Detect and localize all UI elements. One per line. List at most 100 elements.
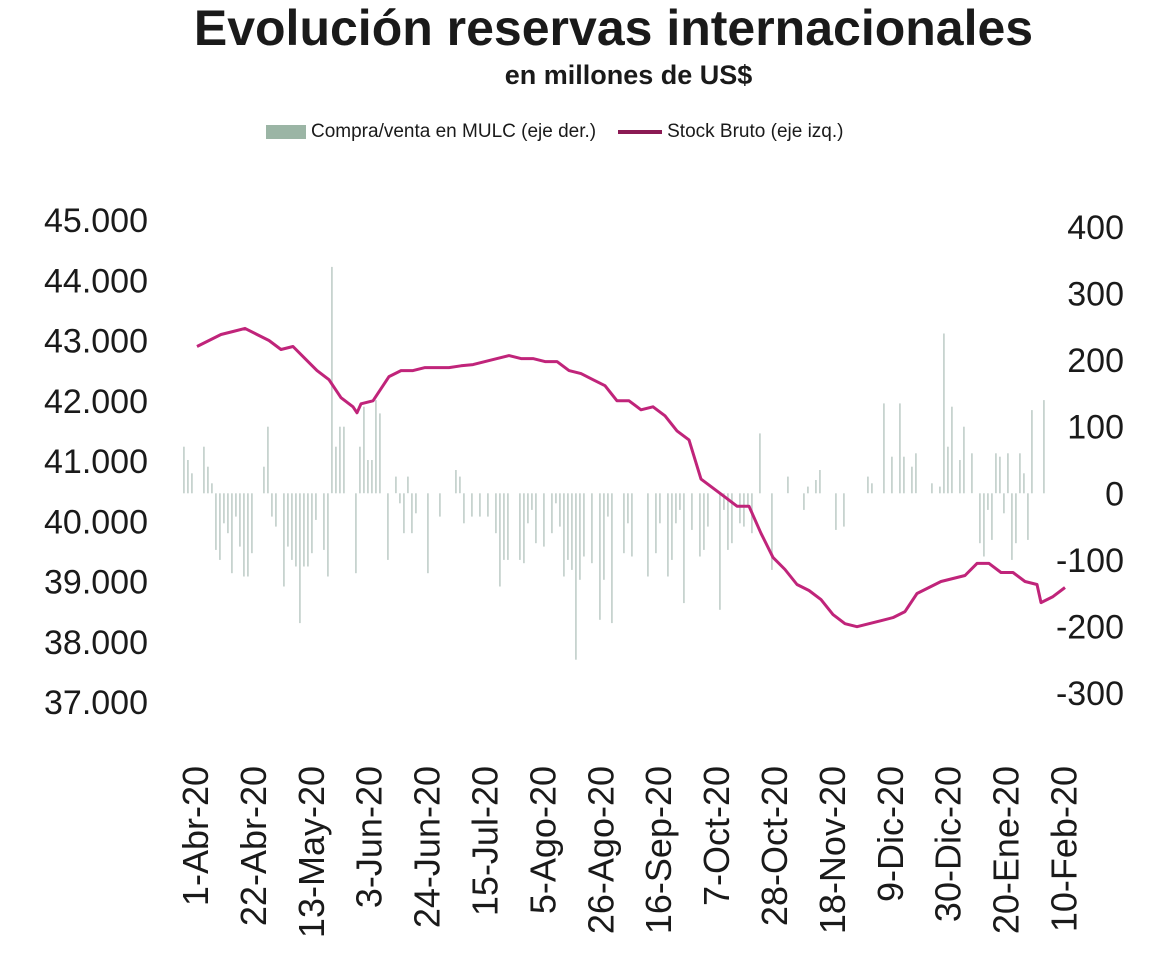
bar — [983, 493, 985, 557]
legend-line-label: Stock Bruto (eje izq.) — [667, 121, 844, 142]
bar — [215, 493, 217, 550]
bar — [987, 493, 989, 510]
left-axis: 37.000 38.000 39.000 40.000 41.000 42.000 43.0… — [44, 202, 148, 722]
bar — [367, 460, 369, 494]
bar — [835, 493, 837, 530]
bar — [379, 413, 381, 494]
bar — [363, 406, 365, 494]
bar — [335, 446, 337, 494]
bar — [623, 493, 625, 554]
bar — [315, 493, 317, 520]
chart-subtitle: en millones de US$ — [504, 60, 753, 90]
left-tick-label: 45.000 — [44, 202, 148, 240]
x-tick-label: 24-Jun-20 — [407, 766, 448, 928]
bar — [487, 493, 489, 517]
bar — [771, 493, 773, 570]
bar — [1027, 493, 1029, 540]
bar — [803, 493, 805, 510]
bar — [947, 446, 949, 494]
bar — [543, 493, 545, 547]
bar — [807, 486, 809, 494]
bar — [355, 493, 357, 574]
x-tick-label: 15-Jul-20 — [465, 766, 506, 916]
bar — [915, 453, 917, 494]
bar — [607, 493, 609, 517]
bar — [531, 493, 533, 510]
bar — [727, 493, 729, 550]
right-tick-label: 400 — [1067, 209, 1124, 247]
bar — [719, 493, 721, 610]
bar — [1043, 400, 1045, 494]
bar — [723, 493, 725, 510]
bar — [495, 493, 497, 534]
right-tick-label: 300 — [1067, 276, 1124, 314]
left-tick-label: 39.000 — [44, 564, 148, 602]
left-tick-label: 43.000 — [44, 323, 148, 361]
stock-bruto-line — [196, 326, 1066, 629]
bar — [307, 493, 309, 567]
bar — [1011, 493, 1013, 560]
x-tick-label: 9-Dic-20 — [870, 766, 911, 902]
bar — [415, 493, 417, 514]
bar — [427, 493, 429, 574]
bar — [659, 493, 661, 524]
bar — [995, 453, 997, 494]
bar — [963, 426, 965, 494]
bar — [899, 403, 901, 494]
bar — [311, 493, 313, 554]
bar — [627, 493, 629, 524]
bar — [1023, 473, 1025, 494]
bar — [343, 426, 345, 494]
bar — [559, 493, 561, 527]
line-series-group — [196, 326, 1066, 629]
bar — [903, 456, 905, 494]
x-tick-label: 18-Nov-20 — [812, 766, 853, 934]
bar — [971, 453, 973, 494]
bar — [579, 493, 581, 580]
x-axis: 1-Abr-20 22-Abr-20 13-May-20 3-Jun-20 24-Jun… — [175, 766, 1085, 938]
bar — [331, 266, 333, 494]
bar — [931, 483, 933, 494]
chart-title: Evolución reservas internacionales — [193, 0, 1034, 56]
bar — [211, 483, 213, 494]
bar — [1007, 453, 1009, 494]
bar — [183, 446, 185, 494]
left-tick-label: 41.000 — [44, 443, 148, 481]
legend-line-swatch — [618, 130, 663, 134]
bar — [871, 483, 873, 494]
left-tick-label: 38.000 — [44, 624, 148, 662]
x-tick-label: 30-Dic-20 — [928, 766, 969, 922]
bar — [499, 493, 501, 587]
bar — [759, 433, 761, 494]
x-tick-label: 5-Ago-20 — [522, 766, 563, 914]
x-tick-label: 26-Ago-20 — [580, 766, 621, 934]
bar — [263, 466, 265, 494]
bar — [191, 473, 193, 494]
bar — [535, 493, 537, 544]
bar — [283, 493, 285, 587]
right-tick-label: -300 — [1056, 675, 1124, 713]
bar — [239, 493, 241, 547]
bar — [471, 493, 473, 517]
bar — [551, 493, 553, 534]
bar — [303, 493, 305, 567]
bar — [939, 486, 941, 494]
bar — [703, 493, 705, 550]
bar — [571, 493, 573, 570]
bar — [819, 470, 821, 494]
bar — [503, 493, 505, 560]
bar — [599, 493, 601, 620]
bar — [395, 476, 397, 494]
bar — [603, 493, 605, 580]
bar — [555, 493, 557, 504]
bar — [675, 493, 677, 524]
bar — [327, 493, 329, 577]
bar — [235, 493, 237, 517]
bar — [583, 493, 585, 557]
bar — [1003, 493, 1005, 514]
bar — [527, 493, 529, 524]
right-tick-label: 100 — [1067, 409, 1124, 447]
x-tick-label: 22-Abr-20 — [233, 766, 274, 926]
bar — [943, 333, 945, 494]
